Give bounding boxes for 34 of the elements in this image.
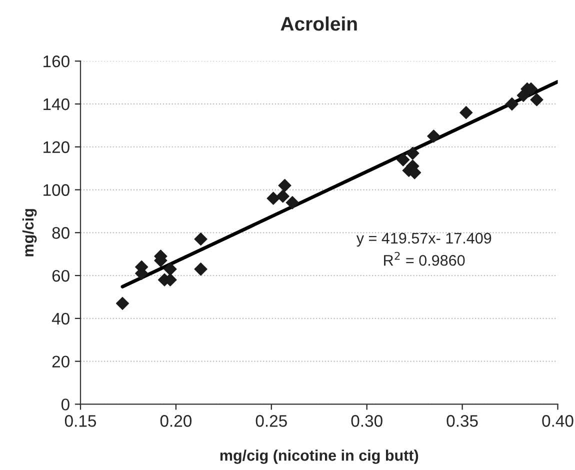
x-tick-label: 0.15 <box>64 415 96 427</box>
point <box>505 97 518 111</box>
point <box>530 93 544 106</box>
point <box>194 232 208 246</box>
point <box>116 296 130 310</box>
point <box>427 130 440 143</box>
x-tick-label: 0.40 <box>542 415 574 427</box>
chart-title: Acrolein <box>280 16 357 31</box>
y-tick-label: 80 <box>52 227 70 239</box>
point <box>194 262 208 276</box>
y-tick-label: 120 <box>44 141 70 154</box>
y-tick-label: 140 <box>44 98 70 110</box>
annotation: y = 419.57x- 17.409 <box>356 232 492 247</box>
annotation: R$^{2}$ = 0.9860 <box>384 252 465 266</box>
y-tick-label: 40 <box>52 312 70 325</box>
x-tick-label: 0.25 <box>256 415 287 427</box>
y-tick-label: 20 <box>52 356 70 368</box>
point <box>406 146 420 160</box>
point <box>396 153 410 166</box>
point <box>278 178 292 192</box>
x-tick-label: 0.20 <box>160 415 192 427</box>
x-axis-title: mg/cig (nicotine in cig butt) <box>220 450 418 464</box>
point <box>164 262 177 276</box>
y-tick-label: 60 <box>52 270 70 282</box>
y-tick-label: 160 <box>44 56 70 68</box>
point <box>460 106 473 120</box>
y-tick-label: 100 <box>44 184 70 196</box>
point <box>266 192 280 205</box>
x-tick-label: 0.30 <box>351 415 382 427</box>
point <box>286 196 299 210</box>
x-tick-label: 0.35 <box>446 415 478 427</box>
point <box>276 190 290 203</box>
y-tick-label: 0 <box>61 398 70 410</box>
y-axis-title: mg/cig <box>22 209 37 256</box>
